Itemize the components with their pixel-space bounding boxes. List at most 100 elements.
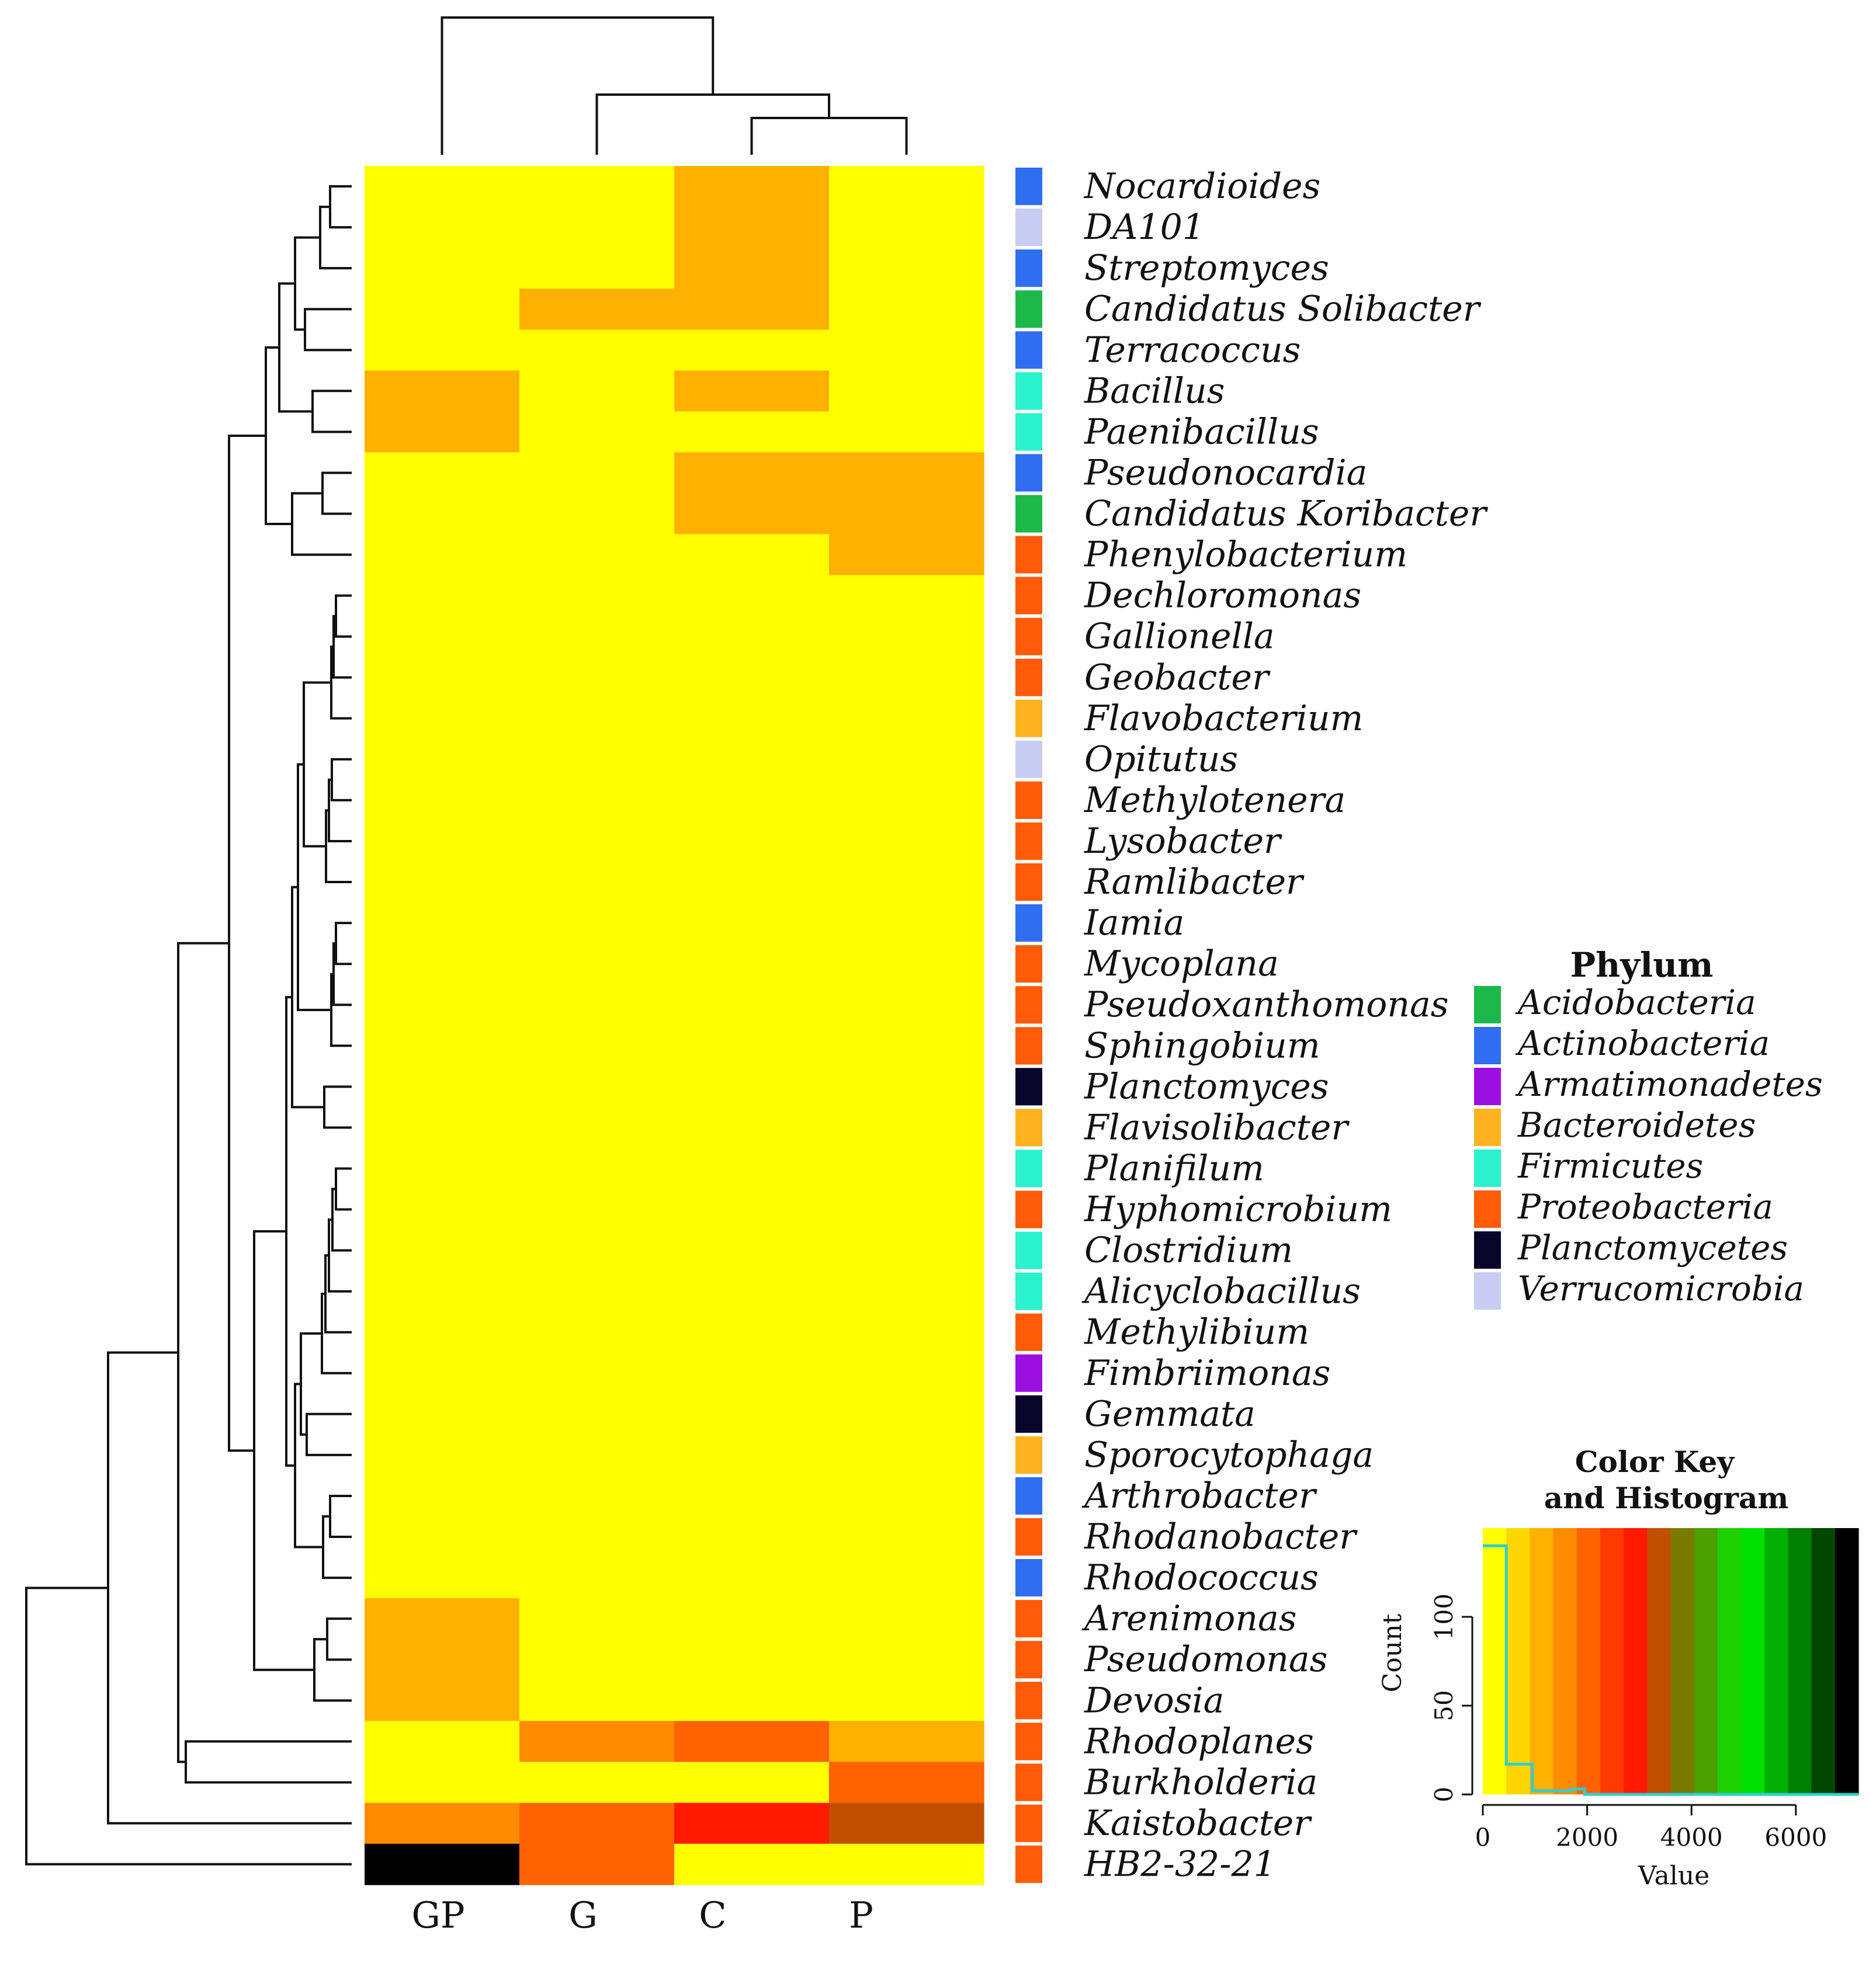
heatmap-cell <box>829 207 984 248</box>
phylum-bar-cell <box>1015 740 1042 778</box>
heatmap-cell <box>674 1434 830 1476</box>
row-label: Paenibacillus <box>1084 411 1319 452</box>
row-label: Flavisolibacter <box>1084 1107 1350 1148</box>
color-key-band <box>1717 1528 1742 1794</box>
heatmap-cell <box>829 575 984 617</box>
color-key-band <box>1788 1528 1812 1794</box>
phylum-legend-swatch <box>1474 1068 1501 1105</box>
heatmap-cell <box>674 1721 830 1762</box>
row-label: Sporocytophaga <box>1084 1435 1374 1476</box>
heatmap-cell <box>829 452 984 494</box>
heatmap-cells <box>365 166 984 1886</box>
column-label: P <box>849 1894 873 1936</box>
heatmap-cell <box>829 1230 984 1272</box>
color-key-axes: 0 2000 4000 6000 0 50 100 <box>1430 1593 1827 1852</box>
heatmap-cell <box>674 1475 830 1517</box>
dendro-link-G-CP <box>595 93 830 155</box>
heatmap-cell <box>829 411 984 453</box>
color-key-band <box>1483 1528 1507 1794</box>
row-label: Flavobacterium <box>1084 698 1363 739</box>
heatmap-cell <box>674 862 830 903</box>
heatmap-cell <box>829 1434 984 1476</box>
color-key-bands <box>1483 1528 1859 1794</box>
phylum-bar-cell <box>1015 1477 1042 1515</box>
phylum-bar-cell <box>1015 1518 1042 1556</box>
heatmap-cell <box>674 1230 830 1272</box>
heatmap-cell <box>519 984 675 1026</box>
heatmap-cell <box>519 411 675 453</box>
heatmap-cell <box>365 534 520 576</box>
heatmap-cell <box>674 1352 830 1394</box>
heatmap-cell <box>519 166 675 207</box>
row-label: Pseudomonas <box>1084 1639 1327 1680</box>
heatmap-cell <box>829 1270 984 1313</box>
heatmap-cell <box>365 493 520 535</box>
heatmap-cell <box>519 1107 675 1149</box>
dendro-branch-mid <box>306 1412 352 1456</box>
heatmap-cell <box>674 1516 830 1558</box>
phylum-bar-cell <box>1015 1845 1042 1883</box>
heatmap-cell <box>519 452 675 494</box>
row-label: Methylibium <box>1084 1312 1309 1353</box>
dendro-branch-mid <box>285 996 295 1467</box>
heatmap-cell <box>674 1598 830 1640</box>
phylum-legend-swatch <box>1474 1231 1501 1269</box>
heatmap-cell <box>365 984 520 1026</box>
dendro-branch-join <box>185 1740 352 1784</box>
heatmap-cell <box>674 1680 830 1721</box>
heatmap-cell <box>519 1189 675 1231</box>
row-label: Kaistobacter <box>1084 1803 1312 1844</box>
phylum-bar-cell <box>1015 372 1042 410</box>
phylum-bar-cell <box>1015 1723 1042 1761</box>
dendro-branch-mid <box>300 1332 322 1436</box>
heatmap-cell <box>674 943 830 985</box>
row-label: Planifilum <box>1084 1148 1264 1189</box>
phylum-bar-cell <box>1015 986 1042 1024</box>
heatmap-cell <box>519 697 675 740</box>
heatmap-cell <box>674 493 830 535</box>
heatmap-cell <box>829 1025 984 1067</box>
heatmap-cell <box>519 1270 675 1313</box>
dendro-branch-low <box>326 1617 352 1661</box>
heatmap-cell <box>519 902 675 944</box>
heatmap-cell <box>829 1189 984 1231</box>
heatmap-cell <box>365 657 520 699</box>
y-tick-label: 0 <box>1430 1787 1458 1803</box>
heatmap-cell <box>829 1762 984 1803</box>
heatmap-cell <box>519 738 675 780</box>
row-label: Candidatus Solibacter <box>1084 289 1482 329</box>
heatmap-cell <box>829 1148 984 1190</box>
phylum-legend-swatch <box>1474 986 1501 1023</box>
dendro-branch-low <box>313 1638 352 1702</box>
heatmap-cell <box>365 1270 520 1313</box>
phylum-bar-cell <box>1015 1436 1042 1474</box>
heatmap-cell <box>829 248 984 289</box>
row-label: Planctomyces <box>1084 1066 1329 1107</box>
phylum-bar-cell <box>1015 699 1042 737</box>
heatmap-cell <box>519 207 675 248</box>
phylum-bar-cell <box>1015 1231 1042 1269</box>
heatmap-cell <box>519 329 675 371</box>
column-labels: GP G C P <box>411 1894 873 1936</box>
phylum-legend-label: Proteobacteria <box>1517 1187 1773 1227</box>
row-labels: NocardioidesDA101StreptomycesCandidatus … <box>1081 166 1488 1885</box>
heatmap-cell <box>365 779 520 821</box>
dendro-branch-join <box>253 1230 314 1671</box>
heatmap-cell <box>829 657 984 699</box>
heatmap-cell <box>365 1025 520 1067</box>
heatmap-cell <box>674 1844 830 1886</box>
heatmap-cell <box>829 902 984 944</box>
heatmap-cell <box>674 329 830 371</box>
row-label: DA101 <box>1084 207 1205 248</box>
color-key-band <box>1600 1528 1624 1794</box>
heatmap-cell <box>519 1434 675 1476</box>
color-key-x-label: Value <box>1638 1861 1709 1891</box>
row-label: Devosia <box>1084 1680 1224 1721</box>
dendro-link-C-P <box>750 117 908 155</box>
phylum-legend-swatch <box>1474 1150 1501 1187</box>
dendro-branch-top <box>321 471 352 515</box>
heatmap-cell <box>829 1557 984 1599</box>
heatmap-cell <box>674 1025 830 1067</box>
heatmap-cell <box>674 534 830 576</box>
heatmap-cell <box>829 738 984 780</box>
